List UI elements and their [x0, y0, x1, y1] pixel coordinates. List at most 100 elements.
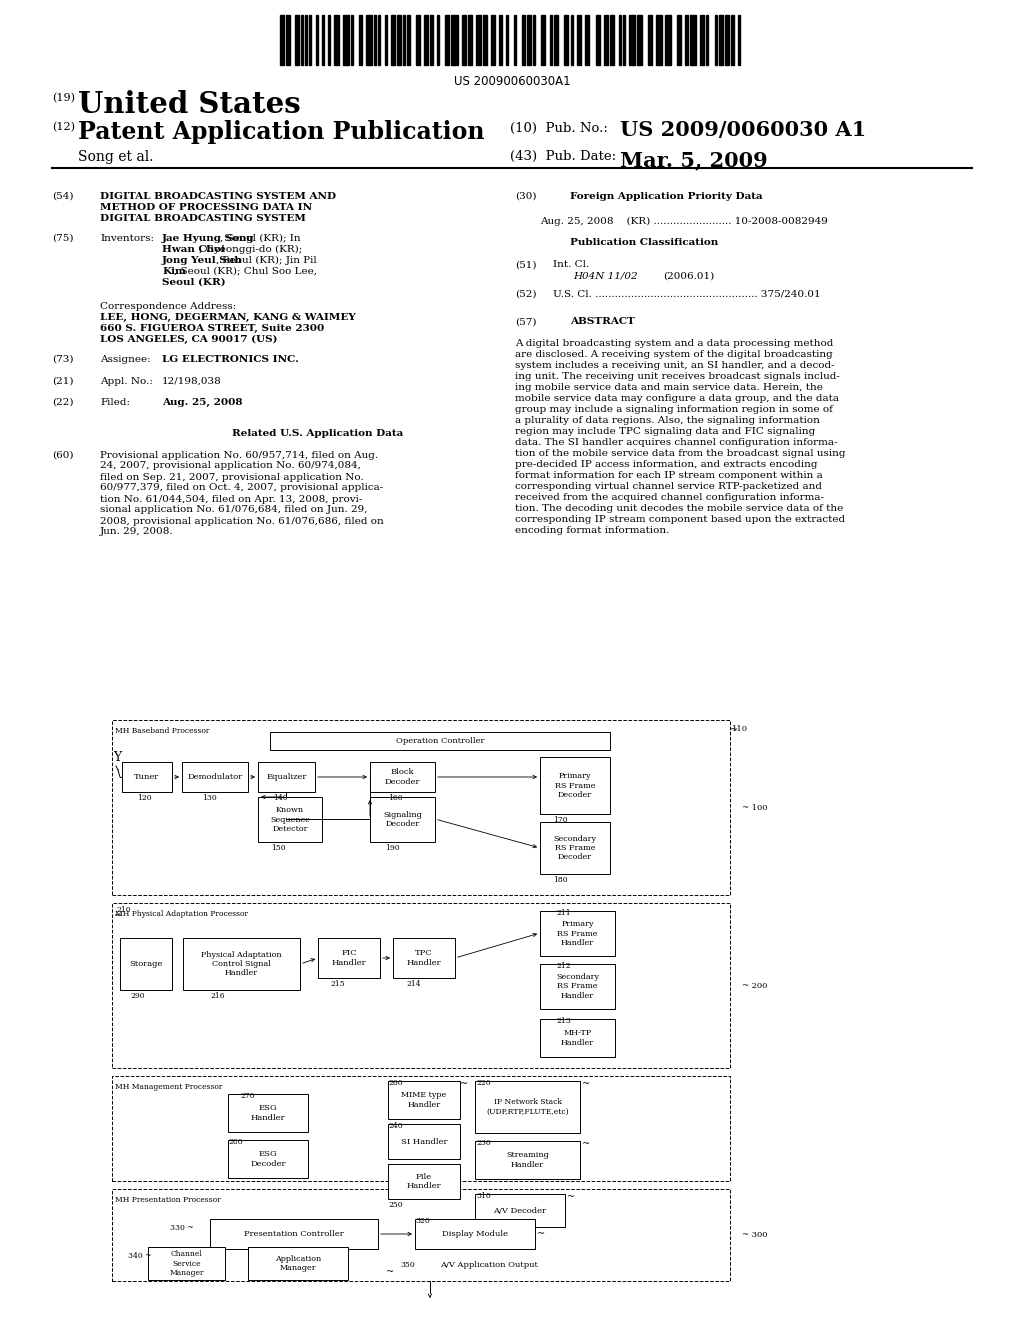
Text: 160: 160 — [388, 795, 402, 803]
Text: Equalizer: Equalizer — [266, 774, 306, 781]
Text: ~: ~ — [114, 911, 122, 920]
Text: Presentation Controller: Presentation Controller — [244, 1230, 344, 1238]
Bar — [585, 15, 590, 65]
Text: ing mobile service data and main service data. Herein, the: ing mobile service data and main service… — [515, 383, 823, 392]
Bar — [295, 15, 299, 65]
Bar — [689, 15, 696, 65]
Text: Kim: Kim — [162, 267, 186, 276]
Bar — [475, 1195, 565, 1228]
Text: 320: 320 — [415, 1217, 430, 1225]
Bar — [522, 15, 524, 65]
Text: (21): (21) — [52, 376, 74, 385]
Bar — [430, 15, 432, 65]
Bar — [564, 15, 568, 65]
Bar — [492, 15, 496, 65]
Text: pre-decided IP access information, and extracts encoding: pre-decided IP access information, and e… — [515, 461, 817, 470]
Text: corresponding IP stream component based upon the extracted: corresponding IP stream component based … — [515, 515, 845, 524]
Bar — [183, 939, 300, 990]
Bar — [374, 15, 376, 65]
Text: MIME type
Handler: MIME type Handler — [401, 1092, 446, 1109]
Text: SI Handler: SI Handler — [400, 1138, 447, 1146]
Text: are disclosed. A receiving system of the digital broadcasting: are disclosed. A receiving system of the… — [515, 350, 833, 359]
Bar — [637, 15, 642, 65]
Bar — [210, 1218, 378, 1249]
Text: tion. The decoding unit decodes the mobile service data of the: tion. The decoding unit decodes the mobi… — [515, 504, 843, 513]
Text: Related U.S. Application Data: Related U.S. Application Data — [232, 429, 403, 437]
Bar — [388, 1125, 460, 1159]
Text: (54): (54) — [52, 191, 74, 201]
Bar — [725, 15, 729, 65]
Bar — [476, 15, 480, 65]
Text: ~ 200: ~ 200 — [742, 982, 767, 990]
Bar — [482, 15, 487, 65]
Bar — [318, 939, 380, 978]
Bar — [391, 15, 395, 65]
Text: Storage: Storage — [129, 960, 163, 968]
Text: (75): (75) — [52, 234, 74, 243]
Bar — [665, 15, 671, 65]
Text: A digital broadcasting system and a data processing method: A digital broadcasting system and a data… — [515, 339, 834, 348]
Bar — [604, 15, 608, 65]
Bar — [506, 15, 508, 65]
Bar — [700, 15, 705, 65]
Bar — [540, 964, 615, 1008]
Text: File
Handler: File Handler — [407, 1173, 441, 1191]
Text: 130: 130 — [202, 795, 217, 803]
Text: US 20090060030A1: US 20090060030A1 — [454, 75, 570, 88]
Bar — [629, 15, 635, 65]
Bar — [112, 1076, 730, 1181]
Text: 340 ~: 340 ~ — [128, 1251, 152, 1261]
Bar — [351, 15, 353, 65]
Text: Demodulator: Demodulator — [187, 774, 243, 781]
Text: 12/198,038: 12/198,038 — [162, 376, 222, 385]
Bar — [610, 15, 614, 65]
Bar — [384, 15, 387, 65]
Text: 214: 214 — [406, 979, 421, 987]
Text: ~: ~ — [537, 1229, 545, 1238]
Bar — [707, 15, 709, 65]
Bar — [618, 15, 621, 65]
Bar — [577, 15, 581, 65]
Bar — [388, 1164, 460, 1199]
Text: (12): (12) — [52, 121, 75, 132]
Bar — [416, 15, 420, 65]
Bar — [343, 15, 349, 65]
Text: Streaming
Handler: Streaming Handler — [506, 1151, 549, 1168]
Text: ~: ~ — [730, 725, 738, 734]
Text: Seoul (KR): Seoul (KR) — [162, 277, 225, 286]
Bar — [719, 15, 723, 65]
Text: 290: 290 — [130, 993, 144, 1001]
Text: Inventors:: Inventors: — [100, 234, 154, 243]
Text: United States: United States — [78, 90, 301, 119]
Text: a plurality of data regions. Also, the signaling information: a plurality of data regions. Also, the s… — [515, 416, 820, 425]
Text: ~: ~ — [460, 1078, 468, 1088]
Text: 330 ~: 330 ~ — [170, 1224, 194, 1232]
Bar — [370, 762, 435, 792]
Bar — [366, 15, 372, 65]
Text: FIC
Handler: FIC Handler — [332, 949, 367, 966]
Bar — [301, 15, 303, 65]
Text: MH Physical Adaptation Processor: MH Physical Adaptation Processor — [115, 909, 248, 917]
Text: Jae Hyung Song: Jae Hyung Song — [162, 234, 255, 243]
Text: LOS ANGELES, CA 90017 (US): LOS ANGELES, CA 90017 (US) — [100, 335, 278, 345]
Text: , Seoul (KR); Jin Pil: , Seoul (KR); Jin Pil — [216, 256, 316, 265]
Bar — [540, 822, 610, 874]
Text: group may include a signaling information region in some of: group may include a signaling informatio… — [515, 405, 833, 414]
Text: Correspondence Address:: Correspondence Address: — [100, 302, 237, 312]
Text: Hwan Choi: Hwan Choi — [162, 244, 225, 253]
Text: Secondary
RS Frame
Handler: Secondary RS Frame Handler — [556, 973, 599, 999]
Text: ~: ~ — [582, 1139, 590, 1148]
Text: (52): (52) — [515, 290, 537, 298]
Text: (30): (30) — [515, 191, 537, 201]
Text: ESG
Decoder: ESG Decoder — [250, 1151, 286, 1168]
Text: (60): (60) — [52, 450, 74, 459]
Text: A/V Application Output: A/V Application Output — [440, 1261, 538, 1269]
Bar — [393, 939, 455, 978]
Bar — [623, 15, 625, 65]
Bar — [397, 15, 401, 65]
Bar — [388, 1081, 460, 1119]
Text: Signaling
Decoder: Signaling Decoder — [383, 810, 422, 828]
Text: Known
Sequence
Detector: Known Sequence Detector — [270, 807, 310, 833]
Text: Channel
Service
Manager: Channel Service Manager — [169, 1250, 204, 1276]
Bar — [315, 15, 317, 65]
